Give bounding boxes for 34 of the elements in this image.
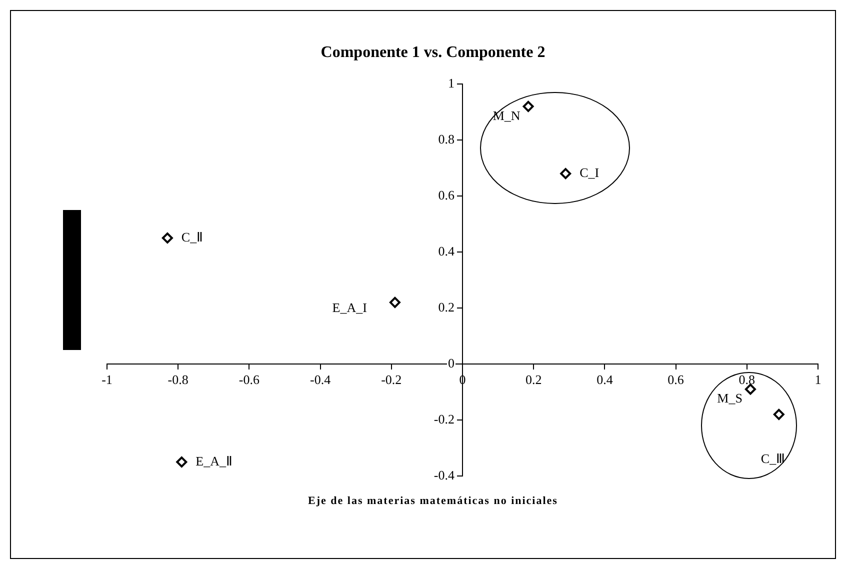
x-tick-label: -1	[102, 372, 112, 388]
y-tick-label: 0.2	[438, 299, 454, 314]
point	[560, 168, 572, 180]
annotation: E_A_Ⅱ	[196, 453, 232, 468]
x-tick-label: 1	[814, 372, 822, 388]
x-tick-label: -0.4	[310, 372, 332, 388]
x-tick-label: 0.4	[596, 372, 614, 388]
y-tick-label: -0.4	[434, 467, 455, 482]
y-tick-label: 0.8	[438, 131, 454, 146]
x-tick-label: 0.6	[668, 372, 684, 388]
annotation: C_I	[580, 165, 600, 180]
x-tick-label: -0.6	[238, 372, 260, 388]
x-axis-title: Eje de las materias matemáticas no iniciales	[308, 494, 558, 507]
x-tick-label: -0.2	[381, 372, 402, 388]
annotation: C_Ⅱ	[181, 229, 203, 244]
annotation: M_N	[492, 108, 521, 123]
point	[522, 100, 534, 112]
point	[744, 384, 756, 395]
y-tick-label: 0.4	[438, 243, 455, 258]
y-tick-label: 0	[448, 355, 454, 370]
y-tick-label: 0.6	[438, 187, 455, 202]
point	[176, 456, 188, 468]
y-tick-label: 1	[448, 75, 454, 90]
chart-title: Componente 1 vs. Componente 2	[320, 44, 546, 62]
annotation: C_Ⅲ	[760, 450, 786, 466]
y-tick-label: -0.2	[434, 411, 454, 426]
x-tick-label: 0.8	[738, 372, 756, 388]
annotation: E_A_I	[332, 300, 367, 315]
x-tick-label: 0.2	[525, 372, 542, 388]
point	[389, 296, 400, 308]
point	[162, 232, 173, 244]
point	[773, 408, 784, 420]
x-tick-label: -0.8	[168, 372, 188, 388]
annotation: M_S	[717, 390, 742, 406]
